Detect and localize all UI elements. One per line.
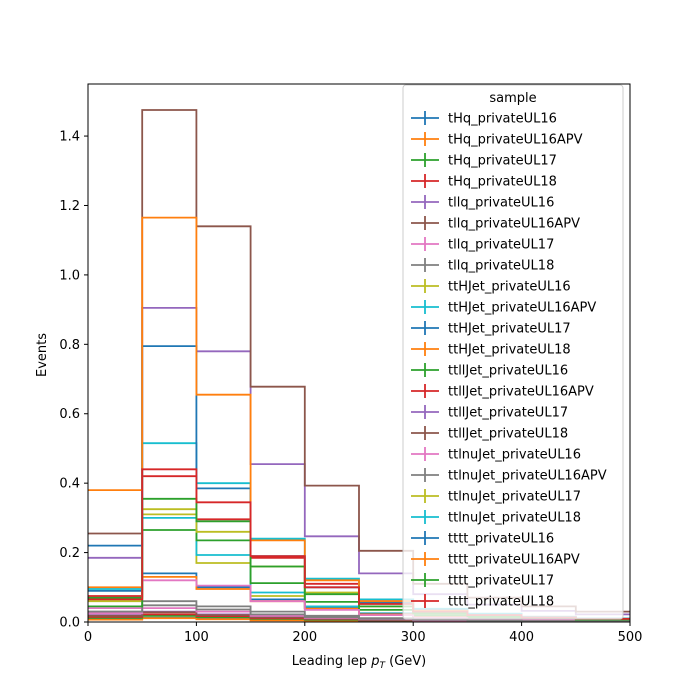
legend-entry: tllq_privateUL18 xyxy=(411,258,554,274)
series-line-ttlnuJet_privateUL16APV xyxy=(88,600,630,622)
legend-label: tttt_privateUL16 xyxy=(448,532,554,547)
legend-label: ttllJet_privateUL18 xyxy=(448,427,568,442)
legend-label: ttHJet_privateUL16APV xyxy=(448,301,596,316)
legend-entry: tHq_privateUL16 xyxy=(411,111,557,127)
legend-label: ttlnuJet_privateUL16 xyxy=(448,448,581,463)
legend-entry: ttllJet_privateUL16 xyxy=(411,363,568,379)
legend-entry: ttHJet_privateUL17 xyxy=(411,321,571,337)
legend-label: tHq_privateUL16 xyxy=(448,112,557,127)
legend-entry: ttHJet_privateUL16 xyxy=(411,279,571,295)
legend-label: ttHJet_privateUL18 xyxy=(448,343,571,358)
x-tick-label: 100 xyxy=(184,630,209,645)
legend-label: ttllJet_privateUL16 xyxy=(448,364,568,379)
legend-entry: ttlnuJet_privateUL18 xyxy=(411,510,581,526)
x-tick-label: 200 xyxy=(292,630,317,645)
legend-label: tllq_privateUL18 xyxy=(448,259,554,274)
x-tick-label: 400 xyxy=(509,630,534,645)
y-tick-label: 1.2 xyxy=(59,199,80,214)
legend-entry: ttllJet_privateUL18 xyxy=(411,426,568,442)
legend-entry: ttlnuJet_privateUL16APV xyxy=(411,468,607,484)
legend-entry: tHq_privateUL18 xyxy=(411,174,557,190)
legend-label: ttlnuJet_privateUL16APV xyxy=(448,469,607,484)
legend-label: tllq_privateUL16 xyxy=(448,196,554,211)
y-tick-label: 1.0 xyxy=(59,268,80,283)
y-tick-label: 0.0 xyxy=(59,616,80,631)
y-tick-label: 0.6 xyxy=(59,407,80,422)
legend-entry: ttlnuJet_privateUL17 xyxy=(411,489,581,505)
y-axis-label: Events xyxy=(35,333,50,377)
legend-entry: tttt_privateUL18 xyxy=(411,594,554,610)
legend-label: ttllJet_privateUL17 xyxy=(448,406,568,421)
legend-frame xyxy=(402,84,624,620)
x-axis-label-sub: T xyxy=(379,661,386,671)
legend-title: sample xyxy=(489,91,536,106)
legend-entry: tHq_privateUL17 xyxy=(411,153,557,169)
legend-entry: tllq_privateUL16APV xyxy=(411,216,580,232)
x-tick-label: 0 xyxy=(84,630,92,645)
legend-label: tHq_privateUL16APV xyxy=(448,133,583,148)
x-axis-label: Leading lep pT (GeV) xyxy=(292,654,426,671)
legend-label: tttt_privateUL17 xyxy=(448,574,554,589)
x-tick-label: 500 xyxy=(618,630,643,645)
y-tick-label: 1.4 xyxy=(59,130,80,145)
legend-label: tllq_privateUL16APV xyxy=(448,217,580,232)
x-axis-label-unit: (GeV) xyxy=(385,654,426,669)
legend-entry: tttt_privateUL17 xyxy=(411,573,554,589)
axes-frame xyxy=(87,83,631,623)
y-tick-label: 0.4 xyxy=(59,477,80,492)
axes-layer: 0 100 200 300 400 500 0.0 0.2 0.4 0.6 0.8 1.0 1.2 1.4 xyxy=(59,83,643,645)
legend-entry: tllq_privateUL17 xyxy=(411,237,554,253)
legend-label: tHq_privateUL18 xyxy=(448,175,557,190)
legend-label: ttllJet_privateUL16APV xyxy=(448,385,594,400)
legend-entry: ttlnuJet_privateUL16 xyxy=(411,447,581,463)
legend-entry: tttt_privateUL16APV xyxy=(411,552,580,568)
legend-entry: ttllJet_privateUL17 xyxy=(411,405,568,421)
legend-label: ttHJet_privateUL16 xyxy=(448,280,571,295)
legend-entry: tHq_privateUL16APV xyxy=(411,132,583,148)
legend-entry: ttHJet_privateUL18 xyxy=(411,342,571,358)
legend-label: tttt_privateUL18 xyxy=(448,595,554,610)
legend-label: ttlnuJet_privateUL17 xyxy=(448,490,581,505)
y-tick-label: 0.2 xyxy=(59,546,80,561)
legend-label: ttHJet_privateUL17 xyxy=(448,322,571,337)
legend-label: tllq_privateUL17 xyxy=(448,238,554,253)
legend-entry: tttt_privateUL16 xyxy=(411,531,554,547)
y-tick-label: 0.8 xyxy=(59,338,80,353)
legend-entry: ttllJet_privateUL16APV xyxy=(411,384,594,400)
legend-entry: ttHJet_privateUL16APV xyxy=(411,300,596,316)
x-axis-label-var: p xyxy=(370,654,379,669)
x-axis-label-text: Leading lep xyxy=(292,654,367,669)
legend-label: tttt_privateUL16APV xyxy=(448,553,580,568)
x-tick-label: 300 xyxy=(401,630,426,645)
legend: sample tHq_privateUL16 tHq_privateUL16APVt… xyxy=(402,84,624,620)
legend-entry: tllq_privateUL16 xyxy=(411,195,554,211)
legend-label: ttlnuJet_privateUL18 xyxy=(448,511,581,526)
legend-label: tHq_privateUL17 xyxy=(448,154,557,169)
